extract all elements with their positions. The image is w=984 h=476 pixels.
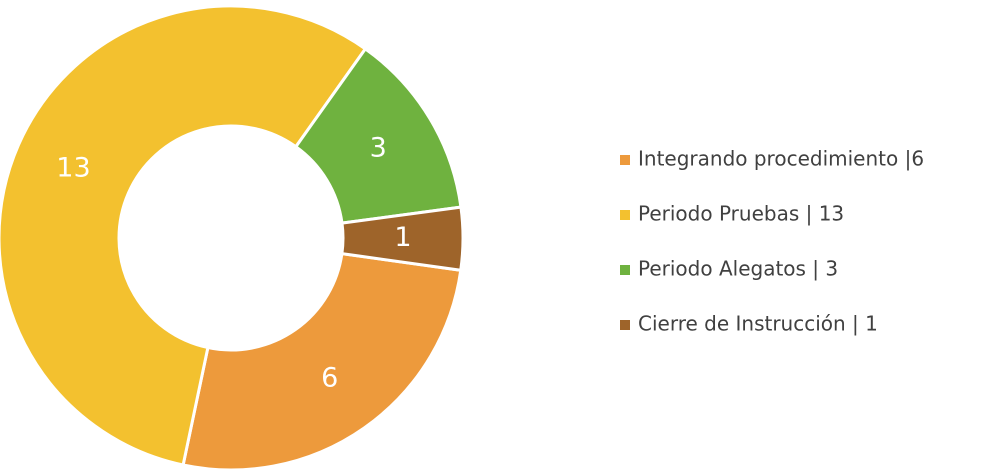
- donut-slice: [181, 251, 463, 472]
- data-label: 3: [370, 133, 387, 164]
- donut-slice: [340, 205, 465, 272]
- data-label: 1: [394, 222, 411, 253]
- legend-swatch: [620, 155, 630, 165]
- legend-swatch: [620, 265, 630, 275]
- legend-swatch: [620, 320, 630, 330]
- data-label: 6: [321, 362, 338, 393]
- data-label: 13: [56, 152, 90, 183]
- legend-swatch: [620, 210, 630, 220]
- legend-label: Integrando procedimiento |6: [638, 147, 924, 171]
- legend-label: Periodo Alegatos | 3: [638, 257, 838, 281]
- legend-label: Cierre de Instrucción | 1: [638, 312, 878, 336]
- donut-slice: [0, 4, 368, 467]
- legend-label: Periodo Pruebas | 13: [638, 202, 844, 226]
